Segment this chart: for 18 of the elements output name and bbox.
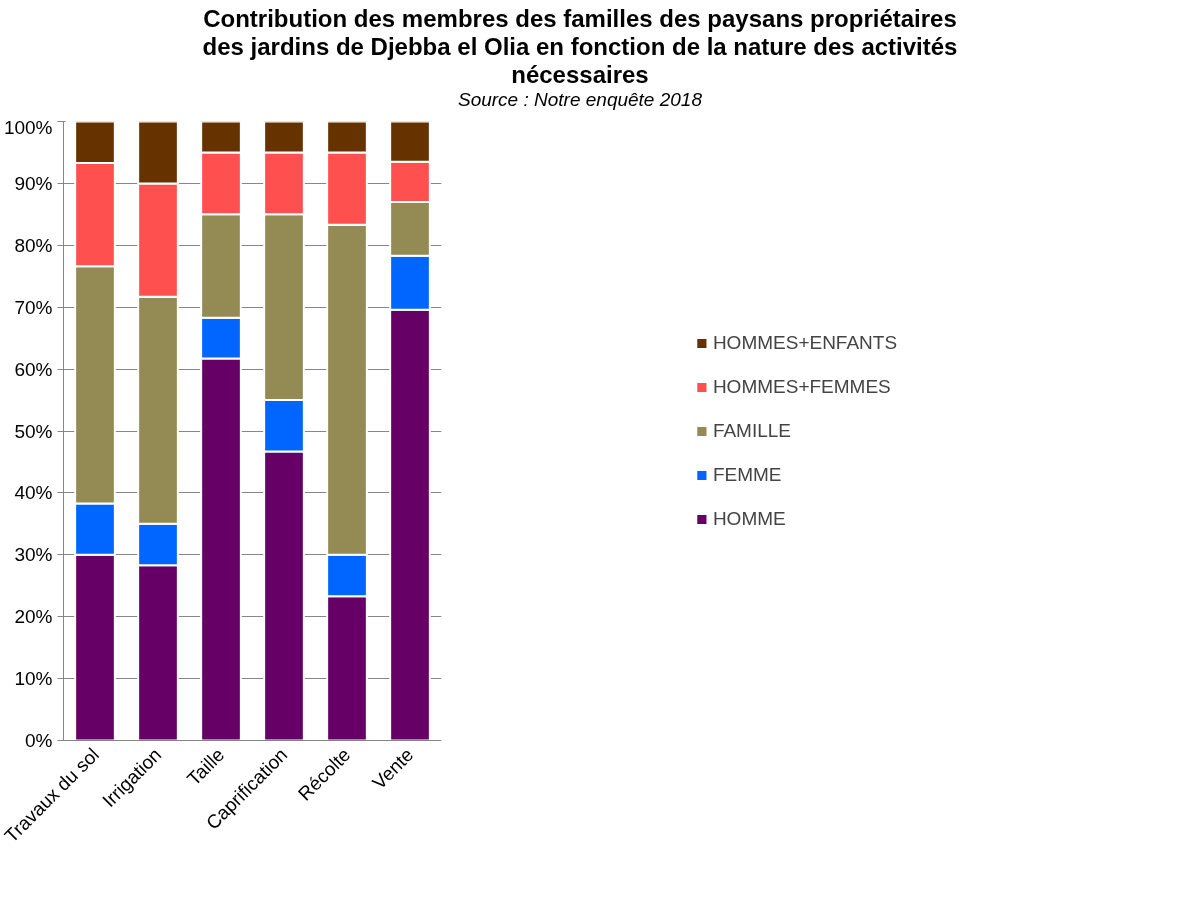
legend-label: HOMME xyxy=(712,507,786,530)
legend-label: HOMMES+ENFANTS xyxy=(712,331,898,354)
y-tick-label: 10% xyxy=(14,668,53,690)
y-tick-label: 0% xyxy=(25,730,53,752)
y-tick-label: 20% xyxy=(14,606,53,628)
text: Source : Notre enquête 2018 xyxy=(457,89,703,111)
y-tick-label: 80% xyxy=(14,234,53,256)
y-tick-label: 40% xyxy=(14,482,53,504)
y-tick-label: 60% xyxy=(14,358,53,380)
legend-label: FAMILLE xyxy=(712,419,792,442)
y-tick-label: 100% xyxy=(3,116,53,138)
y-tick-label: 30% xyxy=(14,544,53,566)
legend-label: HOMMES+FEMMES xyxy=(712,375,891,398)
y-tick-label: 70% xyxy=(14,296,53,318)
legend-label: FEMME xyxy=(712,463,782,486)
y-tick-label: 90% xyxy=(14,173,53,195)
text: Contribution des membres des familles des paysans propriétaires des jardins de Djebba el Olia en fonction de la nature des activités nécessaires xyxy=(202,5,958,89)
y-tick-label: 50% xyxy=(14,420,53,442)
